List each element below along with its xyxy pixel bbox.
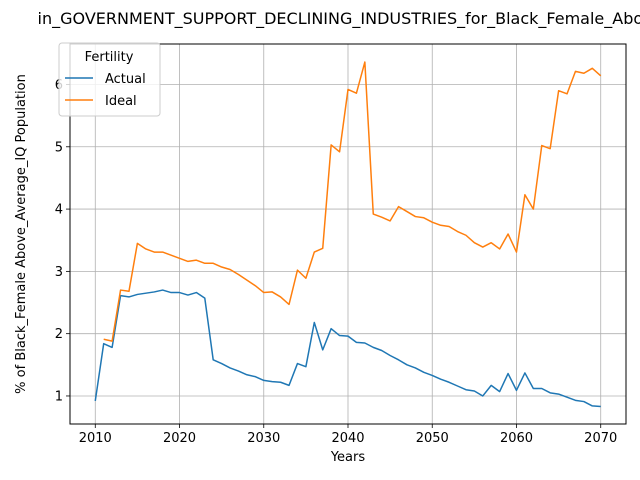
y-tick-label: 4 [55, 203, 63, 218]
chart-title: in_GOVERNMENT_SUPPORT_DECLINING_INDUSTRI… [38, 9, 640, 29]
x-tick-label: 2060 [500, 431, 533, 446]
legend-title: Fertility [85, 50, 134, 65]
legend-label-ideal: Ideal [105, 94, 137, 109]
x-tick-label: 2040 [331, 431, 364, 446]
legend-label-actual: Actual [105, 72, 146, 87]
x-axis-label: Years [330, 450, 366, 465]
y-tick-label: 3 [55, 265, 63, 280]
x-tick-label: 2020 [163, 431, 196, 446]
x-tick-label: 2010 [79, 431, 112, 446]
x-tick-label: 2030 [247, 431, 280, 446]
y-axis-label: % of Black_Female Above_Average_IQ Popul… [14, 74, 29, 394]
y-tick-label: 5 [55, 140, 63, 155]
legend: Fertility Actual Ideal [59, 43, 160, 116]
y-tick-label: 2 [55, 327, 63, 342]
x-tick-label: 2050 [416, 431, 449, 446]
y-tick-label: 1 [55, 389, 63, 404]
x-tick-label: 2070 [584, 431, 617, 446]
